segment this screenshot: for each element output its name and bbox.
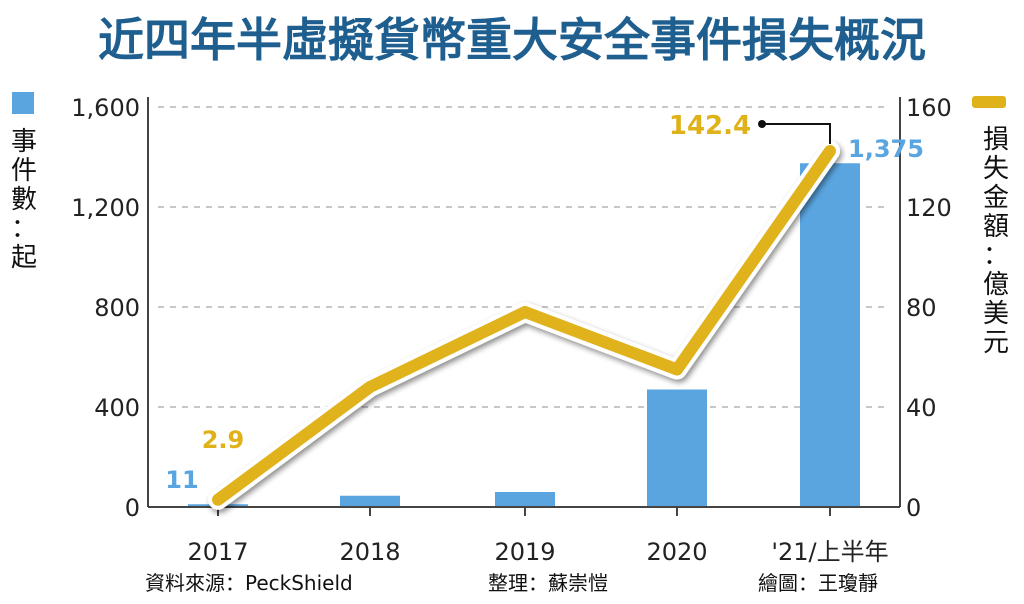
x-tick-label: 2020 [646,538,707,566]
right-axis-label-char: 億 [983,270,1009,300]
bar-1 [340,495,400,507]
right-tick-label: 160 [906,94,952,122]
x-tick-label: '21/上半年 [771,538,888,566]
bar-series [188,163,860,507]
loss-line [212,145,836,506]
loss-line-outline [208,141,840,510]
line-series [208,141,840,510]
x-tick-label: 2017 [187,538,248,566]
grid-lines [158,106,890,408]
right-axis-label-char: ： [983,241,1009,271]
bar-legend-swatch [12,92,34,114]
footer: 資料來源：PeckShield 整理：蘇崇愷 繪圖：王瓊靜 [145,571,878,595]
left-axis-label-char: 數 [11,185,37,215]
right-tick-label: 120 [906,194,952,222]
left-tick-label: 400 [94,394,140,422]
loss-line-group [208,141,840,510]
left-axis-label-char: 事 [11,127,37,157]
left-axis-label-char: 起 [11,243,37,273]
right-axis-label-char: 失 [983,154,1009,184]
x-tick-label: 2019 [494,538,555,566]
right-axis-label-char: 元 [983,328,1009,358]
left-tick-label: 800 [94,294,140,322]
x-tick-label: 2018 [339,538,400,566]
right-axis-label-char: 金 [983,183,1009,213]
footer-source: 資料來源：PeckShield [145,571,353,595]
right-tick-label: 80 [906,294,937,322]
axes: 0 0 400 40 800 80 1,200 120 1,600 160 2017 2018 2019… [71,94,952,566]
right-tick-label: 0 [906,494,921,522]
left-axis-label-char: 件 [11,156,37,186]
data-labels: 112.9 142.4 1,375 [165,111,924,494]
left-tick-label: 1,200 [71,194,140,222]
bar-label-2017: 11 [165,466,198,494]
line-legend-swatch [972,96,1006,108]
line-label-2021h1: 142.4 [669,111,751,141]
right-axis-label-char: 美 [983,299,1009,329]
bar-3 [647,389,707,507]
left-tick-label: 0 [125,494,140,522]
right-axis-label-char: 額 [983,212,1009,242]
bar-label-2021h1: 1,375 [848,135,924,163]
left-axis-label-char: ： [11,214,37,244]
left-tick-label: 1,600 [71,94,140,122]
footer-editor: 整理：蘇崇愷 [488,571,608,595]
right-tick-label: 40 [906,394,937,422]
chart-title: 近四年半虛擬貨幣重大安全事件損失概況 [98,13,926,67]
line-label-2017: 2.9 [202,426,245,454]
leader-line [762,123,831,144]
footer-artist: 繪圖：王瓊靜 [758,571,878,595]
right-axis-label-char: 損 [983,125,1009,155]
bar-4 [800,163,860,507]
bar-2 [495,492,555,507]
